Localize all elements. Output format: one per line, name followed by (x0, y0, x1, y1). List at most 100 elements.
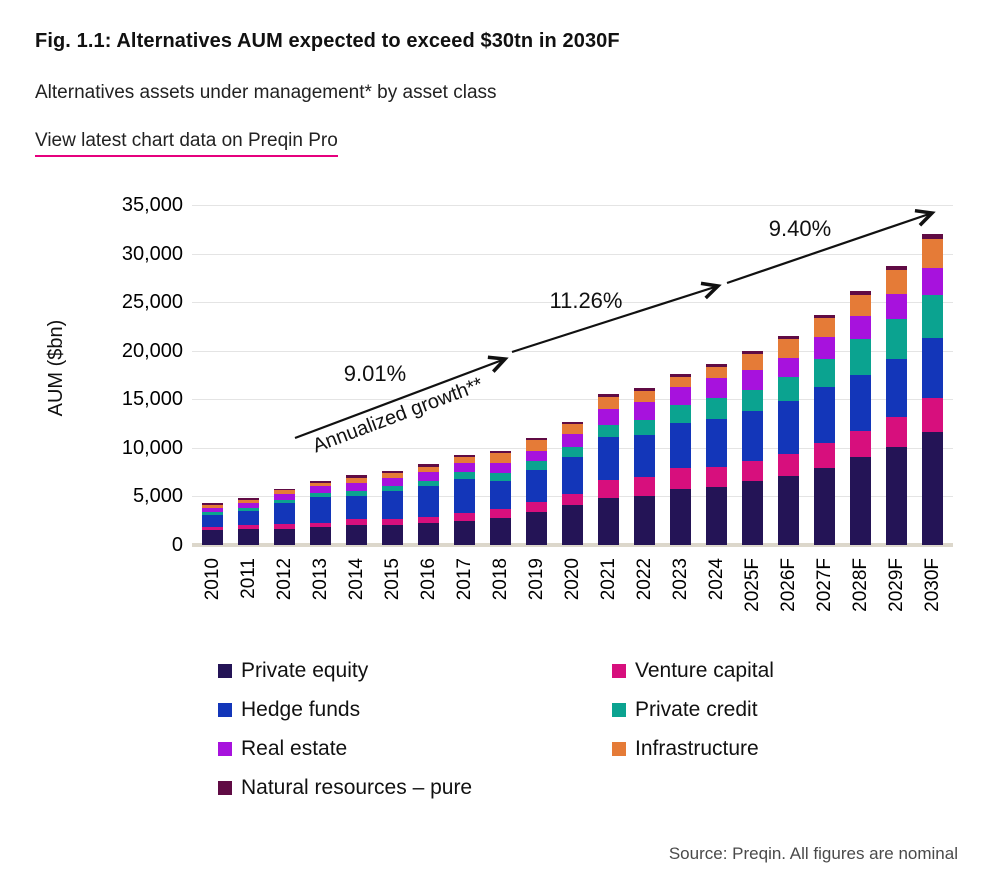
growth-rate-3: 9.40% (769, 216, 831, 241)
bar-segment (238, 507, 259, 511)
preqin-pro-link[interactable]: View latest chart data on Preqin Pro (35, 130, 338, 157)
bar-segment (814, 442, 835, 469)
bar-segment (238, 498, 259, 500)
bar-segment (706, 367, 727, 378)
bar-segment (454, 454, 475, 458)
x-tick-label: 2026F (777, 558, 799, 612)
bar-segment (670, 376, 691, 388)
bar-segment (598, 425, 619, 438)
x-tick-label: 2015 (381, 558, 403, 601)
bar-segment (742, 353, 763, 371)
bar-segment (310, 482, 331, 487)
legend-label: Private credit (635, 698, 758, 721)
bar-segment (742, 370, 763, 390)
bar-segment (634, 496, 655, 545)
y-tick-label: 5,000 (132, 485, 183, 508)
bar-segment (202, 503, 223, 505)
bar-segment (526, 451, 547, 462)
gridline (192, 253, 953, 255)
bar-segment (238, 502, 259, 508)
x-tick-label: 2016 (417, 558, 439, 601)
growth-arrow-3 (726, 208, 936, 285)
bar-segment (526, 512, 547, 545)
bar-segment (598, 397, 619, 409)
bar-segment (634, 401, 655, 421)
bar-segment (526, 461, 547, 471)
legend-label: Venture capital (635, 659, 774, 682)
bar-segment (310, 527, 331, 545)
bar-segment (490, 473, 511, 482)
x-axis-baseline (192, 543, 953, 547)
bar-segment (274, 503, 295, 525)
bar-segment (202, 511, 223, 515)
legend-label: Natural resources – pure (241, 776, 473, 799)
bar-segment (274, 490, 295, 494)
bar-segment (310, 497, 331, 523)
y-tick-label: 0 (171, 534, 183, 556)
bar-segment (202, 507, 223, 512)
bar-segment (418, 480, 439, 487)
gridline (192, 302, 953, 304)
x-tick-label: 2030F (921, 558, 943, 612)
bar-segment (778, 454, 799, 477)
bar-segment (346, 482, 367, 492)
bar-segment (670, 405, 691, 423)
x-tick-label: 2017 (453, 558, 475, 601)
x-tick-label: 2018 (489, 558, 511, 601)
bar-segment (886, 270, 907, 294)
figure-title: Fig. 1.1: Alternatives AUM expected to e… (35, 30, 620, 52)
bar-segment (706, 398, 727, 420)
x-tick-label: 2020 (561, 558, 583, 601)
legend-swatch (612, 664, 626, 678)
bar-segment (382, 525, 403, 545)
bar-segment (670, 387, 691, 406)
bar-segment (922, 234, 943, 239)
bar-segment (922, 295, 943, 339)
bar-segment (274, 488, 295, 491)
bar-segment (418, 523, 439, 545)
x-tick-label: 2019 (525, 558, 547, 601)
bar-segment (238, 499, 259, 503)
bar-segment (670, 488, 691, 545)
bar-segment (922, 398, 943, 433)
bar-segment (814, 314, 835, 318)
growth-rate-1: 9.01% (344, 361, 406, 386)
bar-segment (202, 504, 223, 508)
growth-arrow-2 (511, 281, 722, 354)
bar-segment (814, 317, 835, 338)
bar-segment (814, 337, 835, 360)
legend-swatch (218, 703, 232, 717)
x-tick-label: 2010 (201, 558, 223, 601)
bar-segment (598, 437, 619, 480)
bar-segment (634, 434, 655, 477)
bar-segment (418, 467, 439, 473)
legend-swatch (218, 781, 232, 795)
x-tick-label: 2029F (885, 558, 907, 612)
bar-segment (274, 493, 295, 500)
bar-segment (742, 389, 763, 412)
bar-segment (562, 493, 583, 506)
bar-segment (850, 294, 871, 316)
legend-item: Real estate (218, 736, 472, 762)
legend-swatch (612, 742, 626, 756)
bar-segment (706, 486, 727, 545)
bar-segment (346, 478, 367, 483)
legend-swatch (218, 664, 232, 678)
x-tick-label: 2013 (309, 558, 331, 601)
bar-segment (598, 479, 619, 499)
bar-segment (454, 463, 475, 473)
bar-segment (346, 491, 367, 497)
bar-segment (814, 359, 835, 388)
bar-segment (418, 486, 439, 518)
bar-segment (418, 472, 439, 481)
growth-annotation: 9.01% 11.26% 9.40% Annualized growth** (294, 208, 936, 457)
bar-segment (850, 291, 871, 295)
x-tick-label: 2023 (669, 558, 691, 601)
bar-segment (598, 498, 619, 545)
bar-segment (742, 350, 763, 354)
bar-segment (886, 318, 907, 359)
bar-segment (562, 456, 583, 494)
bar-segment (778, 336, 799, 340)
x-tick-label: 2024 (705, 558, 727, 601)
